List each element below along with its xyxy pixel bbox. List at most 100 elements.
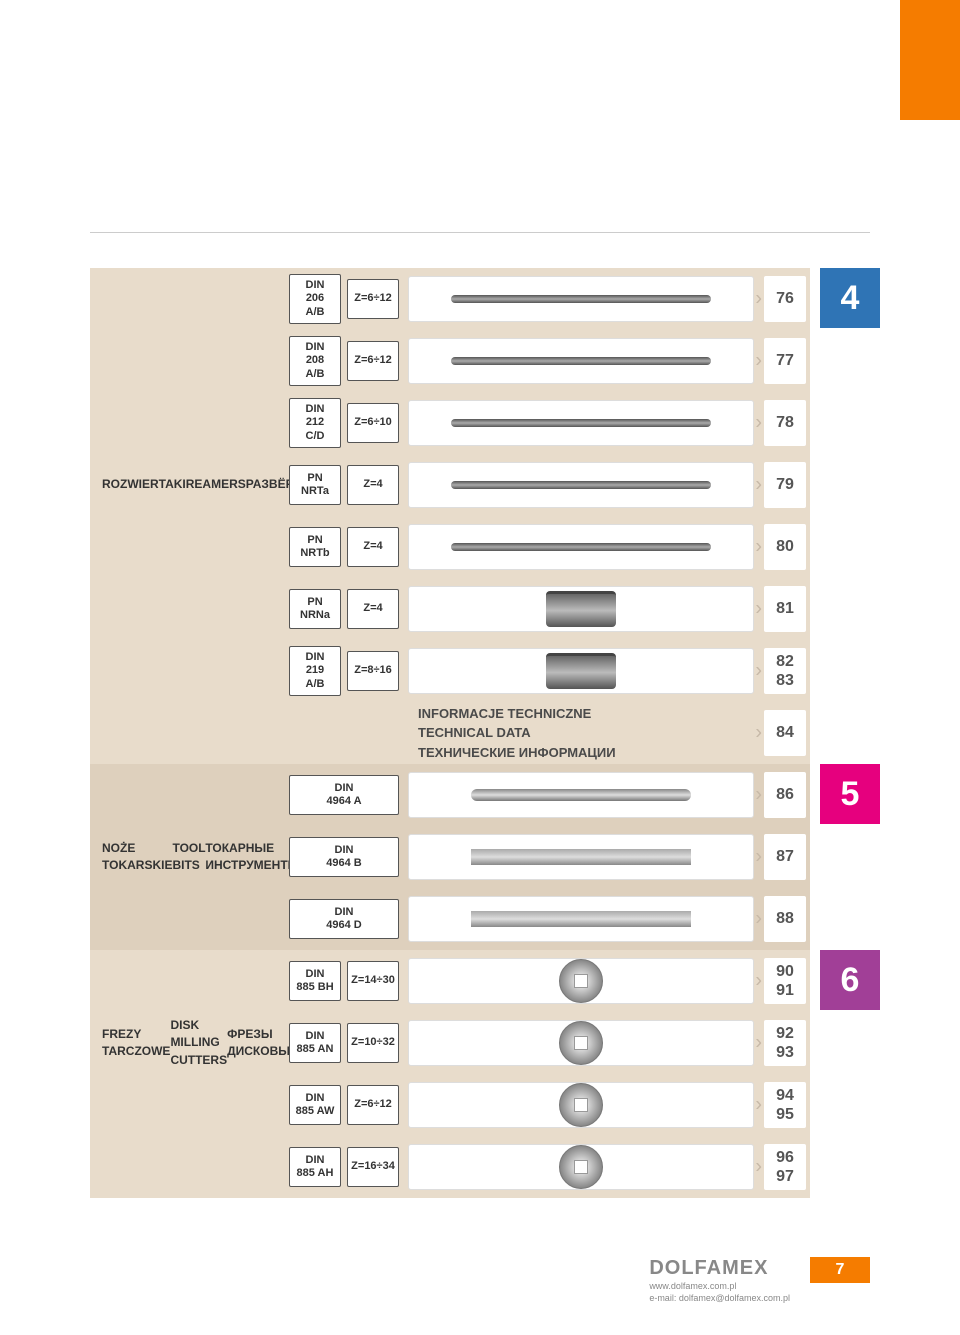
tool-image-cell: › xyxy=(402,268,760,330)
page-ref: 81 xyxy=(760,578,810,640)
spec-box-standard: DIN885 BH xyxy=(286,950,344,1012)
category-label xyxy=(90,1136,286,1198)
category-label xyxy=(90,516,286,578)
category-label xyxy=(90,888,286,950)
spec-box-teeth: Z=4 xyxy=(344,516,402,578)
category-label: ROZWIERTAKIREAMERSРАЗВЁРТКИ xyxy=(90,454,286,516)
tool-image-cell: › xyxy=(402,392,760,454)
catalog-row: DIN219A/BZ=8÷16›8283 xyxy=(90,640,810,702)
brand-email: e-mail: dolfamex@dolfamex.com.pl xyxy=(649,1292,790,1305)
category-label xyxy=(90,640,286,702)
spec-box: DIN4964 D xyxy=(286,888,402,950)
arrow-right-icon: › xyxy=(755,908,762,931)
arrow-right-icon: › xyxy=(755,1094,762,1117)
tool-image-cell: › xyxy=(402,764,760,826)
spec-box-standard: DIN885 AH xyxy=(286,1136,344,1198)
spec-box-teeth: Z=16÷34 xyxy=(344,1136,402,1198)
spec-box-teeth: Z=6÷12 xyxy=(344,330,402,392)
category-label xyxy=(90,764,286,826)
page-ref: 88 xyxy=(760,888,810,950)
tool-image-cell: › xyxy=(402,950,760,1012)
catalog-row: DIN885 BHZ=14÷30 ›9091 xyxy=(90,950,810,1012)
catalog-row: DIN212C/DZ=6÷10 ›78 xyxy=(90,392,810,454)
tool-image-cell: › xyxy=(402,888,760,950)
tool-image-cell: › xyxy=(402,578,760,640)
spec-box-teeth: Z=4 xyxy=(344,578,402,640)
section-tab-4[interactable]: 4 xyxy=(820,268,880,328)
arrow-right-icon: › xyxy=(755,412,762,435)
catalog-row: DIN885 AWZ=6÷12 ›9495 xyxy=(90,1074,810,1136)
page-number-badge: 7 xyxy=(810,1257,870,1283)
catalog-row: ROZWIERTAKIREAMERSРАЗВЁРТКИPNNRTaZ=4 ›79 xyxy=(90,454,810,516)
spec-box-teeth: Z=4 xyxy=(344,454,402,516)
arrow-right-icon: › xyxy=(755,474,762,497)
page-ref: 9293 xyxy=(760,1012,810,1074)
arrow-right-icon: › xyxy=(755,1156,762,1179)
category-label xyxy=(90,392,286,454)
arrow-right-icon: › xyxy=(755,722,762,745)
category-label: FREZY TARCZOWEDISK MILLING CUTTERSФРЕЗЫ … xyxy=(90,1012,286,1074)
catalog-row: FREZY TARCZOWEDISK MILLING CUTTERSФРЕЗЫ … xyxy=(90,1012,810,1074)
tool-image-cell: › xyxy=(402,1136,760,1198)
tool-image-cell: › xyxy=(402,1074,760,1136)
page-ref: 86 xyxy=(760,764,810,826)
spec-box-standard: DIN219A/B xyxy=(286,640,344,702)
spec-box-standard: DIN212C/D xyxy=(286,392,344,454)
arrow-right-icon: › xyxy=(755,350,762,373)
tool-image-cell: › xyxy=(402,330,760,392)
spec-box: DIN4964 A xyxy=(286,764,402,826)
page-ref: 77 xyxy=(760,330,810,392)
page-ref: 78 xyxy=(760,392,810,454)
section-tab-5[interactable]: 5 xyxy=(820,764,880,824)
spec-box-teeth: Z=14÷30 xyxy=(344,950,402,1012)
page-ref: 87 xyxy=(760,826,810,888)
catalog-row: DIN208A/BZ=6÷12›77 xyxy=(90,330,810,392)
page-ref: 8283 xyxy=(760,640,810,702)
spec-box-teeth: Z=8÷16 xyxy=(344,640,402,702)
section-tab-6[interactable]: 6 xyxy=(820,950,880,1010)
spec-box-teeth: Z=6÷10 xyxy=(344,392,402,454)
catalog-row: DIN885 AHZ=16÷34 ›9697 xyxy=(90,1136,810,1198)
page-ref: 9091 xyxy=(760,950,810,1012)
spec-box-standard: PNNRTa xyxy=(286,454,344,516)
tool-image-cell: › xyxy=(402,1012,760,1074)
category-label: NOŻE TOKARSKIETOOL BITSТОКАРНЫЕ ИНСТРУМЕ… xyxy=(90,826,286,888)
category-label xyxy=(90,268,286,330)
category-label xyxy=(90,950,286,1012)
spec-box: DIN4964 B xyxy=(286,826,402,888)
arrow-right-icon: › xyxy=(755,846,762,869)
spec-box-standard: PNNRNa xyxy=(286,578,344,640)
page-ref: 80 xyxy=(760,516,810,578)
footer: DOLFAMEX www.dolfamex.com.pl e-mail: dol… xyxy=(649,1257,870,1305)
top-accent-bar xyxy=(900,0,960,120)
spec-box-standard: DIN885 AW xyxy=(286,1074,344,1136)
catalog-row: DIN206A/BZ=6÷12›76 xyxy=(90,268,810,330)
arrow-right-icon: › xyxy=(755,1032,762,1055)
arrow-right-icon: › xyxy=(755,784,762,807)
catalog-row: DIN4964 A ›86 xyxy=(90,764,810,826)
spec-box-standard: DIN206A/B xyxy=(286,268,344,330)
page-ref: 9495 xyxy=(760,1074,810,1136)
technical-data-row: INFORMACJE TECHNICZNETECHNICAL DATAТЕХНИ… xyxy=(90,702,810,764)
catalog-table: DIN206A/BZ=6÷12›76DIN208A/BZ=6÷12›77DIN2… xyxy=(90,268,810,1198)
catalog-row: NOŻE TOKARSKIETOOL BITSТОКАРНЫЕ ИНСТРУМЕ… xyxy=(90,826,810,888)
page-ref: 9697 xyxy=(760,1136,810,1198)
catalog-row: PNNRNaZ=4›81 xyxy=(90,578,810,640)
category-label xyxy=(90,578,286,640)
tool-image-cell: › xyxy=(402,826,760,888)
brand-web: www.dolfamex.com.pl xyxy=(649,1280,790,1293)
arrow-right-icon: › xyxy=(755,970,762,993)
tool-image-cell: › xyxy=(402,454,760,516)
spec-box-standard: DIN885 AN xyxy=(286,1012,344,1074)
arrow-right-icon: › xyxy=(755,536,762,559)
arrow-right-icon: › xyxy=(755,288,762,311)
spec-box-teeth: Z=10÷32 xyxy=(344,1012,402,1074)
technical-data-label: INFORMACJE TECHNICZNETECHNICAL DATAТЕХНИ… xyxy=(408,704,754,763)
page-ref: 79 xyxy=(760,454,810,516)
page-ref: 76 xyxy=(760,268,810,330)
category-label xyxy=(90,330,286,392)
spec-box-teeth: Z=6÷12 xyxy=(344,1074,402,1136)
catalog-row: PNNRTbZ=4 ›80 xyxy=(90,516,810,578)
brand-name: DOLFAMEX xyxy=(649,1257,790,1280)
spec-box-standard: PNNRTb xyxy=(286,516,344,578)
